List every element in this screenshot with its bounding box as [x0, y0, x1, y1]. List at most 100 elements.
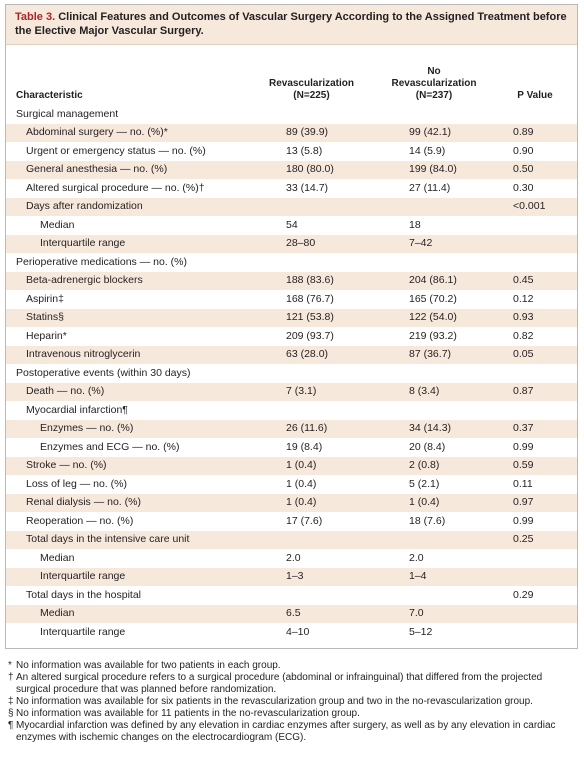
- table-row: Days after randomization <0.001: [6, 197, 577, 216]
- cell-revascularization: 54: [286, 218, 298, 231]
- cell-revascularization: 1 (0.4): [286, 477, 317, 490]
- cell-p-value: 0.12: [513, 292, 534, 305]
- cell-no-revascularization: [375, 364, 493, 383]
- row-label: Days after randomization: [6, 197, 248, 216]
- table-row: Abdominal surgery — no. (%)* 89 (39.9) 99 …: [6, 123, 577, 142]
- table-frame: Table 3. Clinical Features and Outcomes …: [5, 4, 578, 649]
- cell-revascularization: [248, 197, 375, 216]
- header-norev-line3: (N=237): [415, 90, 453, 101]
- table-row: General anesthesia — no. (%) 180 (80.0) 19…: [6, 160, 577, 179]
- footnote: ‡ No information was available for six pa…: [8, 696, 578, 708]
- header-p-value: P Value: [517, 90, 553, 101]
- cell-revascularization: 89 (39.9): [248, 123, 375, 142]
- row-label: Interquartile range: [40, 625, 126, 638]
- row-label: Abdominal surgery — no. (%)*: [6, 123, 248, 142]
- cell-revascularization: 19 (8.4): [286, 440, 323, 453]
- table-row: Beta-adrenergic blockers 188 (83.6) 204 (8…: [6, 271, 577, 290]
- row-label: General anesthesia — no. (%): [6, 160, 248, 179]
- cell-revascularization: 1 (0.4): [248, 493, 375, 512]
- cell-no-revascularization: 199 (84.0): [375, 160, 493, 179]
- cell-no-revascularization: 5–12: [409, 625, 433, 638]
- table-row: Renal dialysis — no. (%) 1 (0.4) 1 (0.4) 0.…: [6, 493, 577, 512]
- table-row: Stroke — no. (%) 1 (0.4) 2 (0.8) 0.59: [6, 456, 577, 475]
- table-row: Surgical management: [6, 105, 577, 124]
- cell-revascularization: 4–10: [286, 625, 310, 638]
- cell-p-value: 0.37: [493, 419, 577, 438]
- row-label: Interquartile range: [6, 567, 248, 586]
- table-row: Median 2.0 2.0: [6, 549, 577, 568]
- cell-no-revascularization: [375, 105, 493, 124]
- cell-no-revascularization: 18 (7.6): [409, 514, 446, 527]
- row-label: Renal dialysis — no. (%): [6, 493, 248, 512]
- cell-no-revascularization: 2.0: [409, 551, 424, 564]
- cell-p-value: 0.30: [513, 181, 534, 194]
- cell-revascularization: 7 (3.1): [248, 382, 375, 401]
- cell-p-value: 0.93: [493, 308, 577, 327]
- row-label: Perioperative medications — no. (%): [16, 255, 187, 268]
- cell-revascularization: [248, 105, 375, 124]
- row-label: Stroke — no. (%): [6, 456, 248, 475]
- row-label: Enzymes — no. (%): [6, 419, 248, 438]
- row-label: Aspirin‡: [26, 292, 64, 305]
- header-revascularization: Revascularization (N=225): [248, 45, 375, 105]
- table-row: Myocardial infarction¶: [6, 401, 577, 420]
- table-row: Intravenous nitroglycerin 63 (28.0) 87 (36…: [6, 345, 577, 364]
- cell-p-value: [493, 364, 577, 383]
- table-row: Interquartile range 4–10 5–12: [6, 623, 577, 642]
- row-label: Beta-adrenergic blockers: [6, 271, 248, 290]
- cell-p-value: 0.05: [493, 345, 577, 364]
- row-label: Median: [40, 218, 75, 231]
- cell-no-revascularization: [375, 401, 493, 420]
- row-label: Total days in the intensive care unit: [6, 530, 248, 549]
- cell-p-value: 0.50: [493, 160, 577, 179]
- header-row: Characteristic Revascularization (N=225)…: [6, 45, 577, 105]
- cell-no-revascularization: 165 (70.2): [409, 292, 457, 305]
- row-label: Total days in the hospital: [26, 588, 141, 601]
- row-label: Median: [6, 604, 248, 623]
- cell-no-revascularization: 1–4: [375, 567, 493, 586]
- footnote-symbol: †: [8, 672, 14, 683]
- cell-p-value: 0.82: [513, 329, 534, 342]
- data-table: Characteristic Revascularization (N=225)…: [6, 45, 577, 642]
- cell-p-value: 0.89: [493, 123, 577, 142]
- table-row: Heparin* 209 (93.7) 219 (93.2) 0.82: [6, 327, 577, 346]
- header-norev-line1: No: [427, 66, 441, 77]
- table-row: Enzymes — no. (%) 26 (11.6) 34 (14.3) 0.37: [6, 419, 577, 438]
- cell-revascularization: 188 (83.6): [248, 271, 375, 290]
- cell-revascularization: [248, 401, 375, 420]
- cell-p-value: 0.29: [513, 588, 534, 601]
- row-label: Postoperative events (within 30 days): [16, 366, 191, 379]
- table-label: Table 3.: [15, 11, 56, 23]
- cell-p-value: [493, 623, 577, 642]
- cell-p-value: 0.97: [493, 493, 577, 512]
- cell-no-revascularization: 99 (42.1): [375, 123, 493, 142]
- footnotes: * No information was available for two pa…: [8, 660, 578, 744]
- row-label: Median: [40, 551, 75, 564]
- footnote-text: No information was available for six pat…: [16, 696, 533, 707]
- table-row: Perioperative medications — no. (%): [6, 253, 577, 272]
- cell-no-revascularization: [375, 197, 493, 216]
- cell-no-revascularization: [375, 253, 493, 272]
- header-characteristic: Characteristic: [16, 90, 83, 101]
- row-label: Death — no. (%): [6, 382, 248, 401]
- cell-no-revascularization: 7.0: [375, 604, 493, 623]
- cell-no-revascularization: 34 (14.3): [375, 419, 493, 438]
- cell-p-value: 0.90: [513, 144, 534, 157]
- row-label: Surgical management: [16, 107, 119, 120]
- cell-revascularization: [248, 364, 375, 383]
- cell-p-value: [493, 567, 577, 586]
- cell-revascularization: [248, 586, 375, 605]
- cell-no-revascularization: [375, 586, 493, 605]
- cell-no-revascularization: 87 (36.7): [375, 345, 493, 364]
- cell-no-revascularization: 18: [409, 218, 421, 231]
- footnote-text: No information was available for 11 pati…: [16, 708, 360, 719]
- cell-p-value: [493, 105, 577, 124]
- table-row: Loss of leg — no. (%) 1 (0.4) 5 (2.1) 0.11: [6, 475, 577, 494]
- footnote-symbol: §: [8, 708, 14, 719]
- cell-revascularization: 28–80: [248, 234, 375, 253]
- cell-p-value: 0.99: [513, 514, 534, 527]
- table-row: Total days in the intensive care unit 0.2…: [6, 530, 577, 549]
- cell-revascularization: 2.0: [286, 551, 301, 564]
- table-row: Median 6.5 7.0: [6, 604, 577, 623]
- cell-no-revascularization: 20 (8.4): [409, 440, 446, 453]
